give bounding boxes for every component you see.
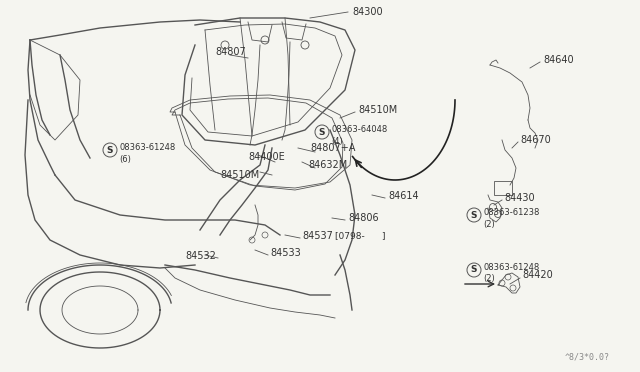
Text: 08363-61248: 08363-61248 [483, 263, 540, 272]
Text: 84533: 84533 [270, 248, 301, 258]
Text: 84532: 84532 [185, 251, 216, 261]
Text: 08363-61238: 08363-61238 [483, 208, 540, 217]
Text: 84807: 84807 [215, 47, 246, 57]
Text: 84807+A: 84807+A [310, 143, 355, 153]
Text: [0798-      ]: [0798- ] [335, 231, 385, 241]
Text: (4): (4) [331, 137, 343, 145]
Text: (6): (6) [119, 154, 131, 164]
Text: 84632M: 84632M [308, 160, 348, 170]
Text: 84430: 84430 [504, 193, 534, 203]
Text: S: S [471, 266, 477, 275]
Text: 84300: 84300 [352, 7, 383, 17]
Text: S: S [471, 211, 477, 219]
Text: ^8/3*0.0?: ^8/3*0.0? [565, 353, 610, 362]
Text: 08363-64048: 08363-64048 [331, 125, 387, 134]
Text: 84510M: 84510M [358, 105, 397, 115]
Text: 84640: 84640 [543, 55, 573, 65]
Text: (2): (2) [483, 275, 495, 283]
Text: 84400E: 84400E [248, 152, 285, 162]
Text: S: S [319, 128, 325, 137]
Text: 84806: 84806 [348, 213, 379, 223]
Text: 84670: 84670 [520, 135, 551, 145]
Text: 84537: 84537 [302, 231, 333, 241]
Text: 84510M: 84510M [220, 170, 259, 180]
Text: 84614: 84614 [388, 191, 419, 201]
Text: S: S [107, 145, 113, 154]
Text: (2): (2) [483, 219, 495, 228]
Text: 84420: 84420 [522, 270, 553, 280]
Text: 08363-61248: 08363-61248 [119, 142, 175, 151]
